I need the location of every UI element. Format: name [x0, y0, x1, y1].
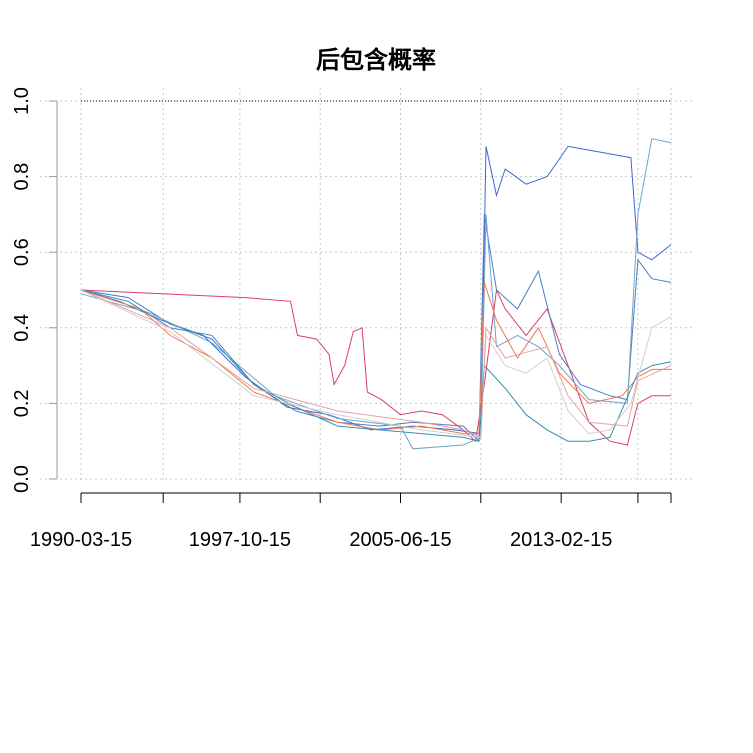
series-line-8 — [80, 289, 672, 439]
series-layer — [80, 138, 672, 450]
series-line-2 — [80, 145, 672, 435]
y-tick-label: 1.0 — [11, 87, 33, 115]
chart-title: 后包含概率 — [316, 45, 436, 74]
axes: 0.0 0.2 0.4 0.6 0.8 1.0 1990-03-15 1997-10-15 20… — [11, 87, 672, 551]
y-tick-label: 0.2 — [11, 389, 33, 417]
y-tick-label: 0.6 — [11, 238, 33, 266]
series-line-5 — [80, 282, 671, 435]
series-line-1 — [80, 288, 671, 446]
series-line-3 — [80, 214, 672, 443]
y-tick-label: 0.4 — [11, 314, 33, 342]
x-tick-label: 2005-06-15 — [349, 529, 451, 551]
x-tick-label: 1990-03-15 — [30, 529, 132, 551]
y-tick-label: 0.8 — [11, 163, 33, 191]
series-line-6 — [80, 289, 672, 442]
x-tick-label: 1997-10-15 — [189, 529, 291, 551]
y-tick-label: 0.0 — [11, 465, 33, 493]
series-line-7 — [80, 289, 672, 438]
x-tick-label: 2013-02-15 — [510, 529, 612, 551]
